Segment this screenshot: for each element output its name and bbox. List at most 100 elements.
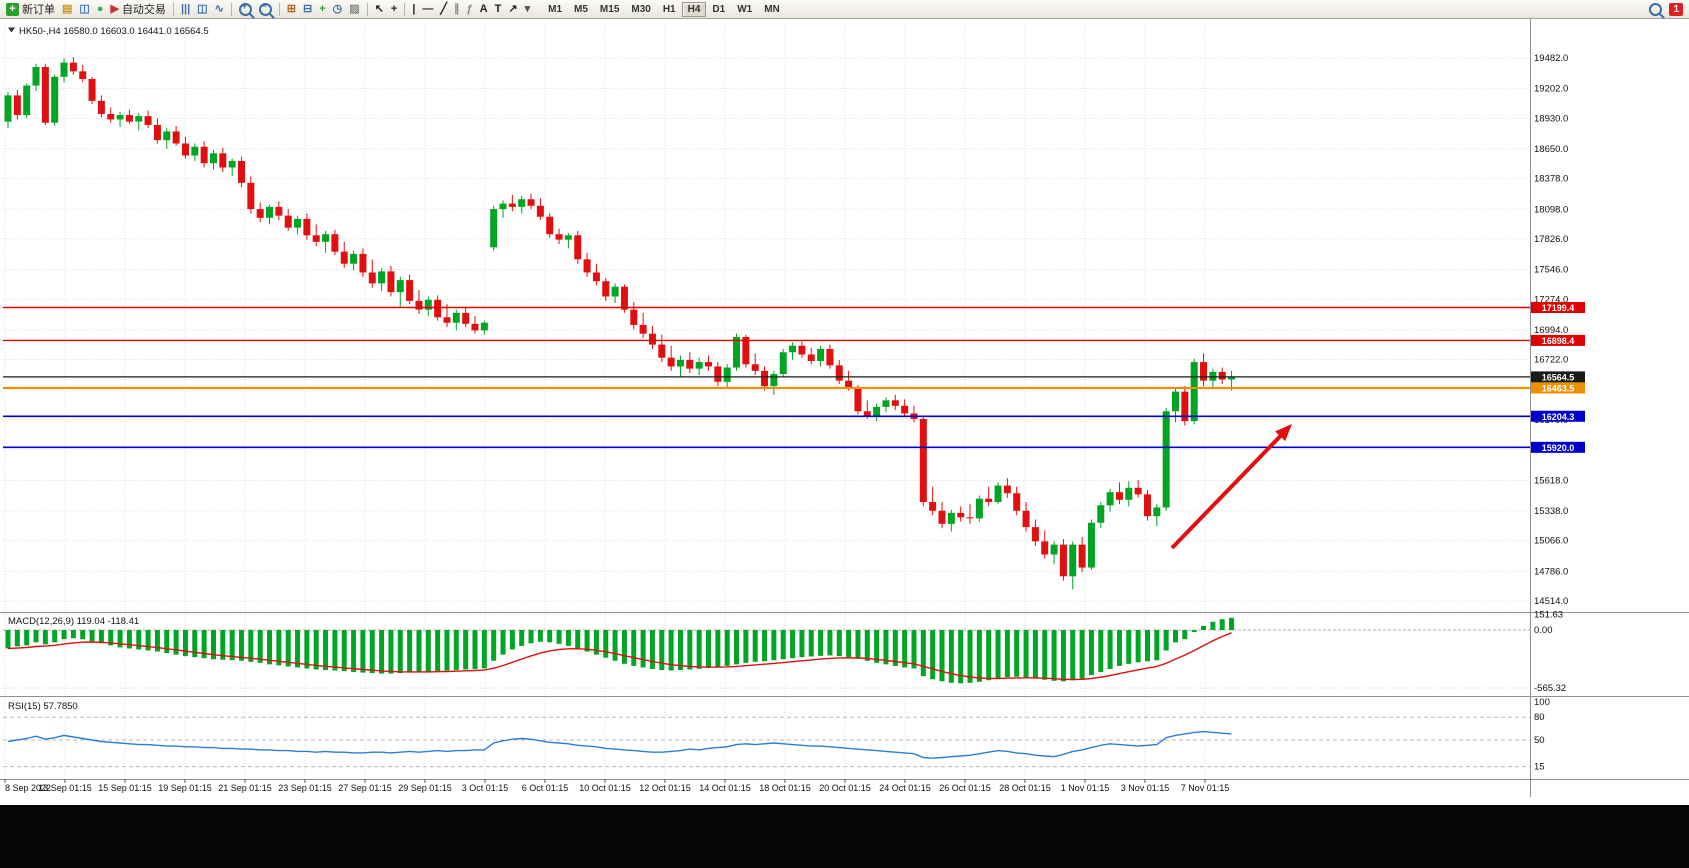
timeframe-m5[interactable]: M5 [574, 3, 588, 15]
new-order-button-label: 新订单 [22, 4, 55, 16]
candlestick-chart[interactable]: 19482.0 19202.0 18930.0 18650.0 18378.0 18098… [0, 19, 1689, 800]
svg-text:17274.0: 17274.0 [1534, 294, 1568, 305]
arrows-button[interactable]: ↗ [505, 1, 520, 18]
rsi-indicator-label: RSI(15) 57.7850 [8, 701, 78, 712]
svg-text:16463.5: 16463.5 [1542, 383, 1575, 393]
candles-layer [4, 57, 1236, 590]
svg-text:6 Oct 01:15: 6 Oct 01:15 [522, 783, 569, 793]
svg-text:21 Sep 01:15: 21 Sep 01:15 [218, 783, 272, 793]
svg-text:15: 15 [1534, 762, 1545, 773]
arrows-dropdown-icon-icon: ▾ [524, 2, 531, 15]
arrows-button-icon: ↗ [508, 2, 518, 15]
timeframe-d1[interactable]: D1 [712, 3, 726, 15]
zoom-in-button[interactable]: + [236, 1, 255, 18]
trend-arrow-annotation[interactable] [1170, 419, 1297, 550]
svg-text:8 Sep 2022: 8 Sep 2022 [5, 783, 51, 793]
text-label-button-icon: T [494, 2, 502, 15]
svg-text:100: 100 [1534, 697, 1550, 708]
crosshair-button-icon: + [390, 2, 398, 15]
svg-text:24 Oct 01:15: 24 Oct 01:15 [879, 783, 931, 793]
svg-text:18378.0: 18378.0 [1534, 174, 1568, 185]
text-label-button[interactable]: T [492, 1, 505, 18]
trendline-button[interactable]: ╱ [437, 1, 450, 18]
chart-candles-button-icon: ◫ [197, 2, 208, 15]
timeframe-h4[interactable]: H4 [681, 1, 707, 17]
arrange-charts-button[interactable]: ⊟ [300, 1, 315, 18]
timeframe-mn[interactable]: MN [764, 3, 780, 15]
zoom-out-button-icon: − [258, 1, 272, 16]
history-center-icon[interactable]: ● [94, 1, 107, 18]
chart-bars-button[interactable]: ||| [178, 1, 193, 18]
period-clock-button-icon: ◷ [332, 2, 343, 15]
svg-text:15338.0: 15338.0 [1534, 506, 1568, 517]
crosshair-button[interactable]: + [388, 1, 400, 18]
svg-text:18098.0: 18098.0 [1534, 204, 1568, 215]
trendline-button-icon: ╱ [440, 2, 448, 15]
svg-text:18 Oct 01:15: 18 Oct 01:15 [759, 783, 811, 793]
templates-button[interactable]: ▨ [346, 1, 362, 18]
svg-text:18650.0: 18650.0 [1534, 144, 1568, 155]
svg-text:-565.32: -565.32 [1534, 683, 1566, 694]
svg-text:15066.0: 15066.0 [1534, 536, 1568, 547]
chart-symbol-ohlc: HK50-,H4 16580.0 16603.0 16441.0 16564.5 [19, 26, 209, 37]
fibonacci-button[interactable]: ƒ [464, 1, 476, 18]
svg-text:20 Oct 01:15: 20 Oct 01:15 [819, 783, 871, 793]
svg-text:27 Sep 01:15: 27 Sep 01:15 [338, 783, 392, 793]
svg-text:14 Oct 01:15: 14 Oct 01:15 [699, 783, 751, 793]
zoom-in-button-icon: + [238, 1, 252, 16]
svg-text:15618.0: 15618.0 [1534, 475, 1568, 486]
svg-text:15 Sep 01:15: 15 Sep 01:15 [98, 783, 152, 793]
symbol-collapse-icon[interactable] [8, 27, 15, 33]
timeframe-m1[interactable]: M1 [548, 3, 563, 15]
svg-text:16204.3: 16204.3 [1542, 412, 1575, 422]
autotrading-button-label: 自动交易 [121, 4, 166, 16]
zoom-out-button[interactable]: − [256, 1, 275, 18]
svg-text:3 Nov 01:15: 3 Nov 01:15 [1121, 783, 1170, 793]
svg-text:0.00: 0.00 [1534, 625, 1553, 636]
svg-text:16994.0: 16994.0 [1534, 325, 1568, 336]
svg-text:14514.0: 14514.0 [1534, 596, 1568, 607]
text-button[interactable]: A [477, 1, 491, 18]
autotrading-button[interactable]: ▶ 自动交易 [107, 1, 168, 18]
svg-text:28 Oct 01:15: 28 Oct 01:15 [999, 783, 1051, 793]
svg-text:19 Sep 01:15: 19 Sep 01:15 [158, 783, 212, 793]
toolbar-separator [366, 2, 368, 16]
svg-text:3 Oct 01:15: 3 Oct 01:15 [462, 783, 509, 793]
notification-badge[interactable]: 1 [1669, 2, 1683, 16]
new-chart-button[interactable]: + [316, 1, 328, 18]
grid-layer [3, 25, 1530, 779]
text-button-icon: A [479, 2, 488, 15]
search-button[interactable] [1646, 1, 1665, 18]
window-bottom-area [0, 805, 1689, 868]
toolbar-separator [230, 2, 232, 16]
timeframe-m15[interactable]: M15 [599, 3, 620, 15]
new-order-button[interactable]: + 新订单 [3, 1, 58, 18]
timeframe-h1[interactable]: H1 [662, 3, 676, 15]
svg-text:17826.0: 17826.0 [1534, 234, 1568, 245]
tile-windows-button[interactable]: ⊞ [284, 1, 299, 18]
chart-line-button[interactable]: ∿ [212, 1, 227, 18]
chart-list-icon[interactable]: ▤ [59, 1, 75, 18]
arrange-charts-button-icon: ⊟ [303, 2, 313, 15]
chart-list-icon-icon: ▤ [62, 2, 73, 15]
vertical-line-button[interactable]: | [409, 1, 418, 18]
period-clock-button[interactable]: ◷ [330, 1, 346, 18]
arrows-dropdown-icon[interactable]: ▾ [522, 1, 534, 18]
svg-text:1 Nov 01:15: 1 Nov 01:15 [1061, 783, 1110, 793]
chart-bars-button-icon: ||| [180, 2, 191, 15]
market-depth-icon[interactable]: ◫ [76, 1, 92, 18]
templates-button-icon: ▨ [349, 2, 360, 15]
search-icon [1649, 2, 1663, 16]
horizontal-line-button[interactable]: — [419, 1, 436, 18]
svg-text:16898.4: 16898.4 [1542, 336, 1575, 346]
svg-text:19482.0: 19482.0 [1534, 53, 1568, 64]
cursor-button[interactable]: ↖ [372, 1, 387, 18]
svg-text:151.63: 151.63 [1534, 609, 1563, 620]
chart-candles-button[interactable]: ◫ [194, 1, 210, 18]
timeframe-w1[interactable]: W1 [737, 3, 753, 15]
horizontal-line-button-icon: — [422, 2, 434, 15]
timeframe-m30[interactable]: M30 [631, 3, 651, 15]
channel-button[interactable]: ∥ [451, 1, 463, 18]
